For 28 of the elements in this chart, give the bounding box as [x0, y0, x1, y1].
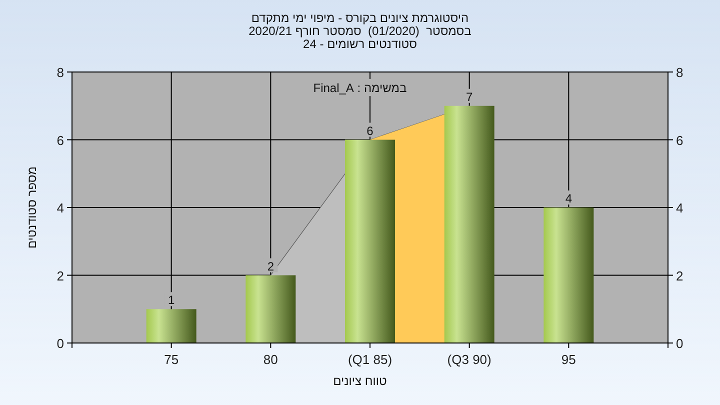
- y-tick-label: 6: [56, 132, 64, 148]
- x-axis-title: טווח ציונים: [333, 374, 388, 388]
- bar: [246, 275, 296, 343]
- chart-subtitle: בסמסטר (01/2020) סמסטר חורף 2020/21 סטודנטים רשומים - 24: [248, 24, 472, 51]
- chart-title: היסטוגרמת ציונים בקורס - מיפוי ימי מתקדם: [251, 11, 469, 25]
- y-tick-label: 8: [56, 65, 64, 80]
- x-tick-label: 75: [164, 352, 179, 367]
- y2-tick-label: 4: [676, 200, 684, 216]
- y2-tick-label: 0: [676, 336, 684, 351]
- bar: [146, 309, 196, 343]
- data-label: 2: [267, 259, 274, 274]
- y2-tick-label: 6: [676, 132, 684, 148]
- x-tick-label: 95: [561, 352, 576, 367]
- y-tick-label: 2: [56, 268, 64, 284]
- y-tick-label: 4: [56, 200, 64, 216]
- annotation: במשימה : Final_A: [313, 81, 407, 95]
- x-tick-label: (Q1 85): [348, 352, 392, 367]
- x-tick-label: 80: [263, 352, 278, 367]
- x-tick-label: (Q3 90): [447, 352, 492, 367]
- data-label: 4: [565, 192, 572, 206]
- y-tick-label: 0: [56, 336, 64, 351]
- y-axis-title: מספר סטודנטים: [25, 166, 39, 249]
- y2-tick-label: 2: [676, 268, 684, 284]
- y2-tick-label: 8: [676, 65, 684, 80]
- bar: [544, 208, 594, 343]
- data-label: 1: [168, 293, 175, 308]
- data-label: 7: [466, 90, 473, 104]
- data-label: 6: [366, 124, 374, 138]
